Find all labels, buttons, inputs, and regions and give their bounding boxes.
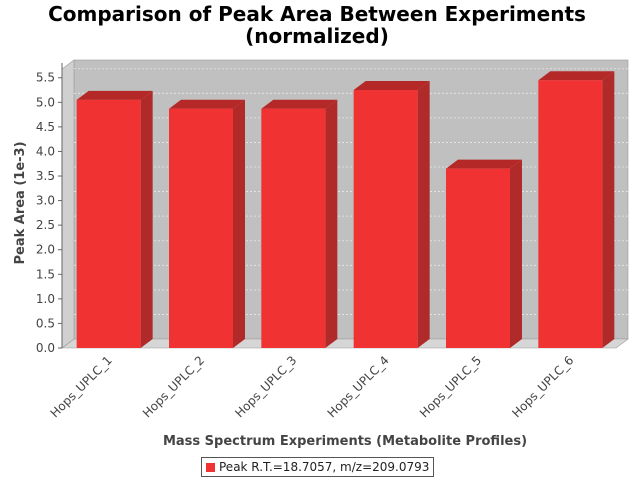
legend-swatch [206, 462, 215, 472]
x-axis-label: Mass Spectrum Experiments (Metabolite Pr… [163, 434, 527, 449]
bar-side [417, 81, 430, 348]
bar-top [353, 81, 430, 91]
bar [446, 159, 522, 348]
bar-side [602, 71, 615, 348]
y-axis-label: Peak Area (1e-3) [13, 141, 28, 264]
y-axis: 0.0 0.5 1.0 1.5 2.0 2.5 3.0 3.5 4.0 4.5 5.0 5.5 [36, 63, 63, 355]
bar-top [76, 90, 153, 100]
x-tick-label: Hops_UPLC_4 [325, 353, 392, 420]
x-axis: Hops_UPLC_1 Hops_UPLC_2 Hops_UPLC_3 Hops_UP… [48, 353, 577, 420]
chart-title-line1: Comparison of Peak Area Between Experime… [48, 2, 586, 26]
plot-back-wall [73, 59, 629, 340]
chart-title-line2: (normalized) [245, 24, 389, 48]
y-tick-label: 5.0 [36, 95, 55, 109]
bar-front [538, 80, 603, 348]
y-tick-label: 2.5 [36, 218, 55, 232]
bar [261, 99, 338, 348]
bar-side [510, 159, 522, 348]
bar-side [140, 90, 153, 348]
legend-label: Peak R.T.=18.7057, m/z=209.0793 [219, 460, 430, 474]
bar-front [261, 108, 326, 348]
legend: Peak R.T.=18.7057, m/z=209.0793 [201, 457, 435, 477]
bar [538, 71, 615, 348]
y-tick-label: 3.5 [36, 169, 55, 183]
bars [76, 71, 615, 348]
bar [353, 81, 430, 348]
x-tick-label: Hops_UPLC_6 [509, 353, 576, 420]
bar-side [233, 99, 245, 348]
y-tick-label: 3.0 [36, 194, 55, 208]
bar-front [446, 168, 510, 348]
y-tick-label: 1.5 [36, 267, 55, 281]
plot-side-wall [61, 59, 75, 349]
y-tick-label: 1.0 [36, 292, 55, 306]
x-tick-label: Hops_UPLC_3 [232, 353, 299, 420]
bar-front [169, 108, 233, 348]
grid-lines [74, 68, 628, 315]
y-tick-label: 0.5 [36, 316, 55, 330]
bar-front [76, 99, 141, 348]
y-tick-label: 5.5 [36, 71, 55, 85]
y-tick-label: 2.0 [36, 243, 55, 257]
y-tick-label: 4.5 [36, 120, 55, 134]
x-tick-label: Hops_UPLC_5 [417, 353, 484, 420]
y-tick-label: 0.0 [36, 341, 55, 355]
bar-side [325, 99, 338, 348]
x-tick-label: Hops_UPLC_2 [140, 353, 207, 420]
bar-top [169, 99, 245, 109]
bar-front [353, 90, 418, 348]
bar-top [446, 159, 522, 169]
bar [76, 90, 153, 348]
x-tick-label: Hops_UPLC_1 [48, 353, 115, 420]
y-tick-label: 4.0 [36, 144, 55, 158]
bar-top [261, 99, 338, 109]
bar-top [538, 71, 615, 81]
bar [169, 99, 245, 348]
